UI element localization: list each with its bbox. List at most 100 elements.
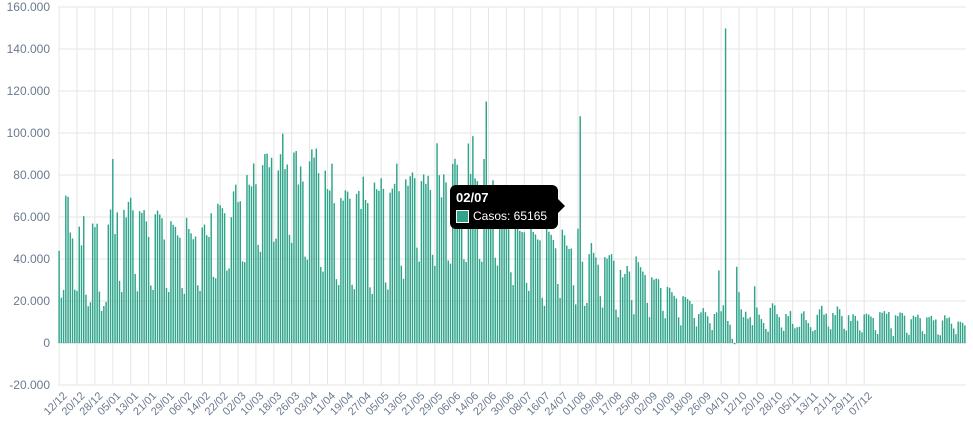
bar[interactable] [859, 330, 861, 343]
bar[interactable] [861, 332, 863, 343]
bar[interactable] [798, 326, 801, 343]
bar[interactable] [322, 271, 324, 343]
bar[interactable] [279, 154, 282, 343]
bar[interactable] [112, 159, 114, 343]
bar[interactable] [266, 153, 268, 343]
bar[interactable] [552, 239, 555, 343]
bar[interactable] [617, 317, 619, 343]
bar[interactable] [733, 343, 736, 345]
bar[interactable] [566, 245, 568, 343]
bar[interactable] [941, 320, 944, 343]
bar[interactable] [780, 327, 783, 343]
bar[interactable] [295, 151, 297, 343]
bar[interactable] [100, 310, 103, 343]
bar[interactable] [630, 300, 633, 343]
bar[interactable] [516, 223, 519, 343]
bar[interactable] [955, 334, 957, 343]
bar[interactable] [818, 309, 821, 343]
bar[interactable] [273, 241, 275, 343]
bar[interactable] [906, 332, 908, 343]
bar[interactable] [794, 328, 796, 343]
bar[interactable] [143, 210, 145, 343]
bar[interactable] [952, 328, 955, 343]
bar[interactable] [606, 258, 608, 343]
bar[interactable] [689, 300, 691, 343]
bar[interactable] [946, 318, 948, 343]
bar[interactable] [389, 192, 391, 343]
bar[interactable] [230, 217, 233, 343]
bar[interactable] [816, 314, 818, 343]
bar[interactable] [190, 233, 192, 343]
bar[interactable] [894, 315, 897, 343]
bar[interactable] [675, 298, 678, 343]
bar[interactable] [156, 210, 159, 343]
bar[interactable] [109, 209, 112, 343]
bar[interactable] [776, 314, 778, 343]
bar[interactable] [398, 191, 400, 343]
bar[interactable] [181, 287, 183, 343]
bar[interactable] [145, 221, 148, 343]
bar[interactable] [490, 201, 492, 343]
bar[interactable] [644, 274, 646, 343]
bar[interactable] [664, 318, 666, 343]
bar[interactable] [872, 318, 874, 343]
bar[interactable] [467, 143, 470, 344]
bar[interactable] [671, 292, 673, 343]
bar[interactable] [742, 317, 745, 343]
bar[interactable] [275, 238, 277, 343]
bar[interactable] [523, 232, 526, 343]
bar[interactable] [651, 277, 653, 343]
bar[interactable] [961, 322, 964, 343]
bar[interactable] [326, 189, 329, 343]
bar[interactable] [575, 304, 577, 343]
bar[interactable] [387, 289, 389, 343]
bar[interactable] [545, 223, 548, 343]
bar[interactable] [67, 196, 69, 343]
bar[interactable] [747, 318, 749, 343]
bar[interactable] [825, 313, 827, 343]
bar[interactable] [118, 280, 121, 343]
bar[interactable] [624, 273, 626, 343]
bar[interactable] [559, 298, 561, 343]
bar[interactable] [116, 212, 118, 343]
bar[interactable] [223, 213, 226, 343]
bar[interactable] [373, 182, 376, 343]
bar[interactable] [344, 190, 347, 343]
bar[interactable] [756, 307, 758, 343]
bar[interactable] [454, 158, 456, 343]
bar[interactable] [805, 320, 807, 343]
bar[interactable] [785, 314, 787, 343]
bar[interactable] [655, 278, 657, 343]
bar[interactable] [836, 306, 839, 343]
bar[interactable] [548, 231, 550, 343]
bar[interactable] [418, 261, 420, 343]
bar[interactable] [800, 313, 803, 343]
bar[interactable] [847, 315, 850, 343]
bar[interactable] [409, 176, 411, 343]
bar[interactable] [78, 226, 80, 343]
bar[interactable] [261, 165, 264, 343]
bar[interactable] [914, 316, 917, 343]
bar[interactable] [74, 289, 76, 343]
bar[interactable] [856, 320, 859, 343]
bar[interactable] [885, 313, 888, 343]
bar[interactable] [197, 285, 199, 343]
bar[interactable] [176, 235, 179, 343]
bar[interactable] [474, 178, 476, 343]
bar[interactable] [731, 338, 734, 343]
bar[interactable] [393, 183, 396, 343]
bar[interactable] [892, 336, 895, 343]
bar[interactable] [841, 316, 843, 343]
bar[interactable] [150, 285, 152, 343]
bar[interactable] [803, 311, 805, 343]
bar[interactable] [105, 301, 107, 343]
bar[interactable] [252, 163, 255, 343]
bar[interactable] [751, 325, 754, 343]
bar[interactable] [870, 316, 872, 343]
bar[interactable] [487, 185, 490, 343]
bar[interactable] [843, 328, 845, 343]
bar[interactable] [550, 234, 552, 343]
bar[interactable] [89, 302, 92, 343]
bar[interactable] [740, 309, 742, 343]
bar[interactable] [308, 161, 311, 343]
